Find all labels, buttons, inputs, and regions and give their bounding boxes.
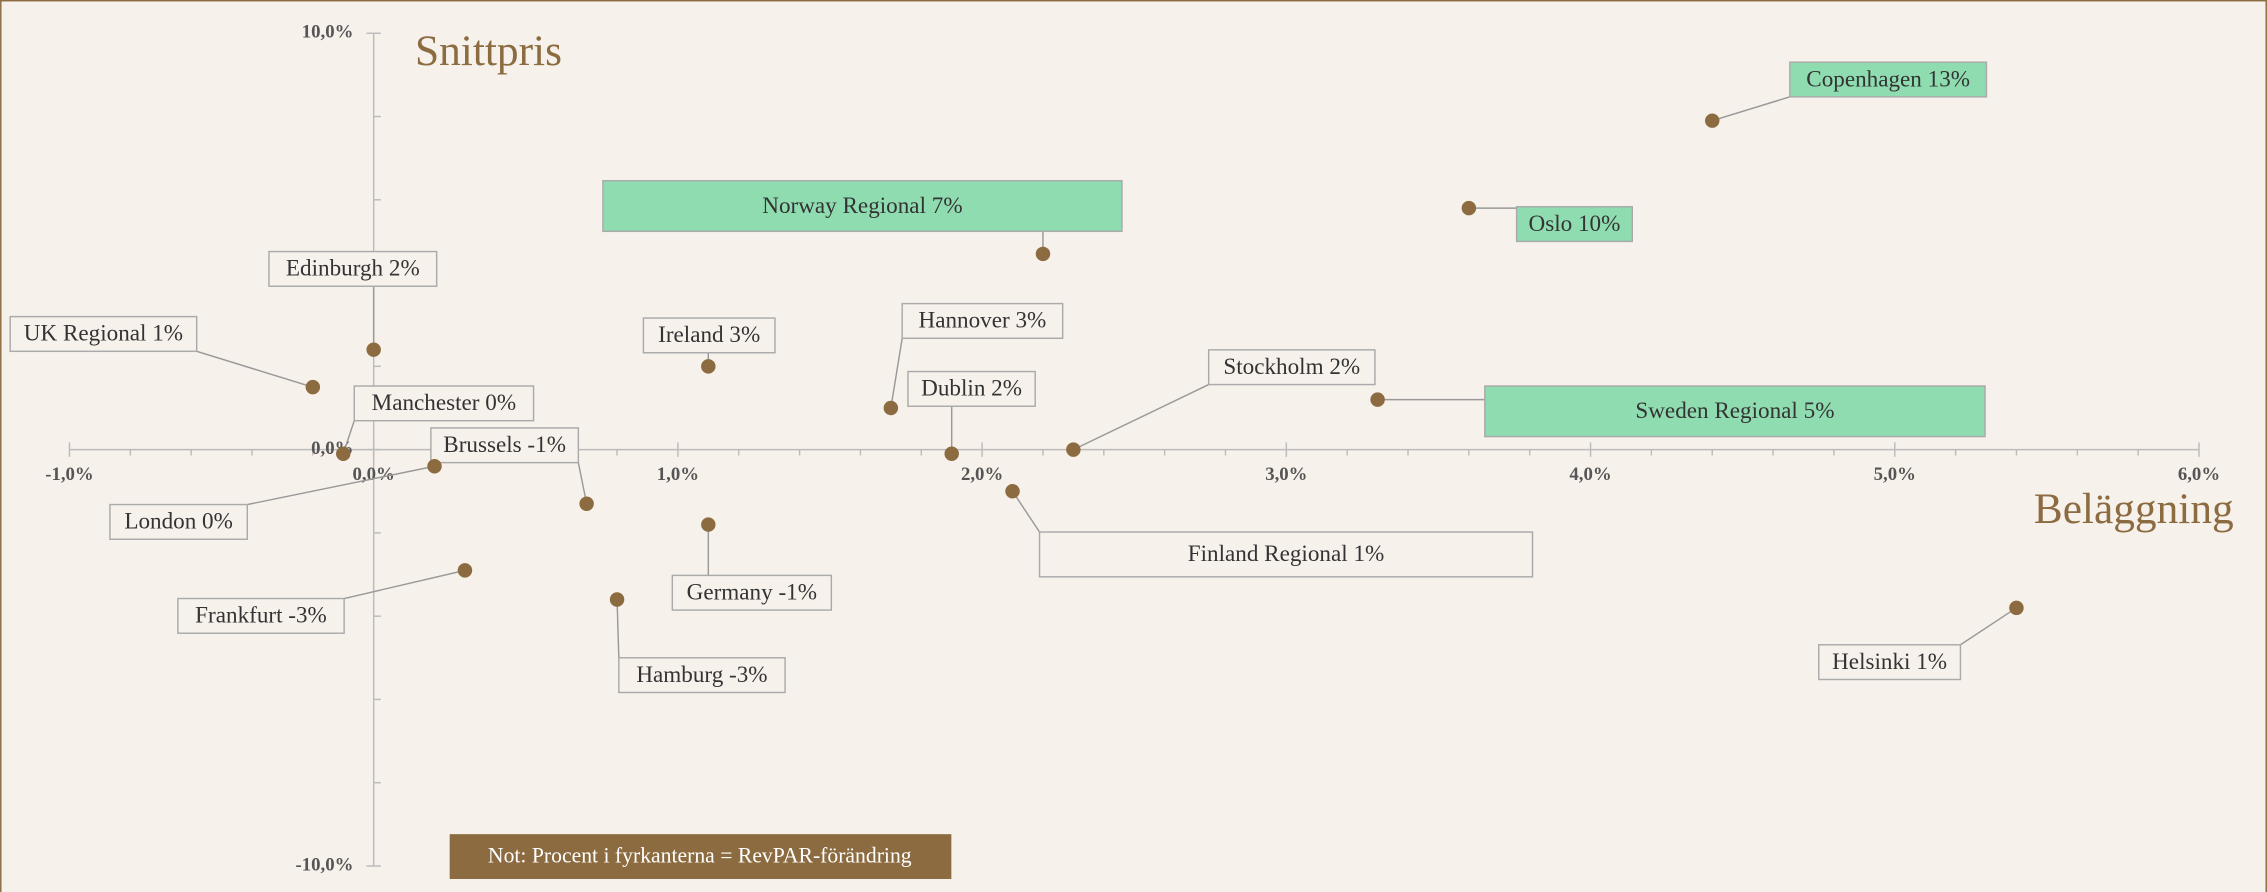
point bbox=[1461, 200, 1477, 216]
data-label: Oslo 10% bbox=[1529, 211, 1621, 237]
data-label: Norway Regional 7% bbox=[762, 193, 962, 219]
label-box bbox=[1038, 531, 1534, 578]
point bbox=[1035, 246, 1051, 262]
point bbox=[1370, 392, 1385, 407]
label-box bbox=[1515, 206, 1633, 243]
point bbox=[609, 592, 625, 607]
x-tick-label: 1,0% bbox=[657, 464, 699, 485]
label-box bbox=[1484, 385, 1986, 438]
data-label: Stockholm 2% bbox=[1223, 354, 1360, 380]
label-box bbox=[907, 370, 1036, 407]
label-box bbox=[353, 385, 535, 422]
data-label: Copenhagen 13% bbox=[1806, 66, 1970, 92]
data-label: Helsinki 1% bbox=[1832, 649, 1947, 675]
label-box bbox=[177, 597, 345, 634]
x-tick-label: 6,0% bbox=[2178, 464, 2220, 485]
label-box bbox=[109, 503, 249, 540]
label-box bbox=[642, 317, 776, 354]
data-label: Germany -1% bbox=[687, 579, 817, 605]
data-label: Dublin 2% bbox=[921, 376, 1022, 402]
label-box bbox=[9, 315, 198, 353]
point bbox=[701, 517, 716, 532]
data-label: Hannover 3% bbox=[919, 308, 1047, 334]
leader-line bbox=[1073, 383, 1209, 451]
point bbox=[457, 563, 473, 578]
data-label: Sweden Regional 5% bbox=[1635, 398, 1834, 424]
point bbox=[305, 379, 321, 395]
x-tick-label: -1,0% bbox=[45, 464, 94, 485]
point bbox=[2009, 600, 2024, 616]
x-tick-label: 0,0% bbox=[353, 464, 395, 485]
x-tick-label: 5,0% bbox=[1874, 464, 1916, 485]
point bbox=[427, 459, 442, 474]
point bbox=[1005, 484, 1020, 499]
leader-line bbox=[1960, 607, 2017, 646]
point bbox=[883, 400, 899, 416]
label-box bbox=[430, 427, 580, 464]
x-tick-label: 4,0% bbox=[1569, 464, 1611, 485]
data-label: Hamburg -3% bbox=[636, 662, 767, 688]
leader-line bbox=[196, 350, 314, 388]
y-tick-label: 10,0% bbox=[302, 22, 354, 43]
data-label: Brussels -1% bbox=[443, 432, 566, 458]
y-tick-label: -10,0% bbox=[296, 854, 354, 875]
leader-line bbox=[247, 465, 435, 506]
point bbox=[1066, 442, 1081, 457]
note: Not: Procent i fyrkanterna = RevPAR-förä… bbox=[488, 843, 912, 867]
label-box bbox=[1207, 349, 1376, 386]
data-label: Frankfurt -3% bbox=[195, 603, 327, 629]
point bbox=[944, 446, 959, 462]
note-box bbox=[449, 834, 952, 879]
label-box bbox=[901, 302, 1064, 340]
label-box bbox=[618, 657, 786, 694]
data-label: Ireland 3% bbox=[658, 322, 760, 348]
point bbox=[701, 359, 716, 374]
point bbox=[1705, 113, 1720, 128]
leader-line bbox=[890, 338, 903, 409]
point bbox=[336, 446, 351, 462]
data-label: Edinburgh 2% bbox=[286, 256, 420, 282]
x-axis-label: Beläggning bbox=[2034, 485, 2234, 533]
data-label: London 0% bbox=[124, 509, 233, 535]
label-box bbox=[1789, 61, 1988, 98]
x-tick-label: 2,0% bbox=[961, 464, 1003, 485]
leader-line bbox=[343, 569, 466, 600]
label-box bbox=[268, 250, 438, 287]
label-box bbox=[1818, 644, 1962, 681]
leader-line bbox=[1712, 96, 1791, 122]
data-label: UK Regional 1% bbox=[24, 321, 183, 347]
y-axis-label: Snittpris bbox=[415, 27, 562, 75]
leader-line bbox=[616, 599, 620, 658]
point bbox=[579, 496, 594, 511]
leader-line bbox=[1011, 490, 1041, 533]
label-box bbox=[671, 574, 833, 611]
data-label: Finland Regional 1% bbox=[1188, 541, 1385, 567]
point bbox=[366, 342, 381, 357]
data-label: Manchester 0% bbox=[372, 390, 516, 416]
x-tick-label: 3,0% bbox=[1265, 464, 1307, 485]
label-box bbox=[602, 179, 1123, 233]
